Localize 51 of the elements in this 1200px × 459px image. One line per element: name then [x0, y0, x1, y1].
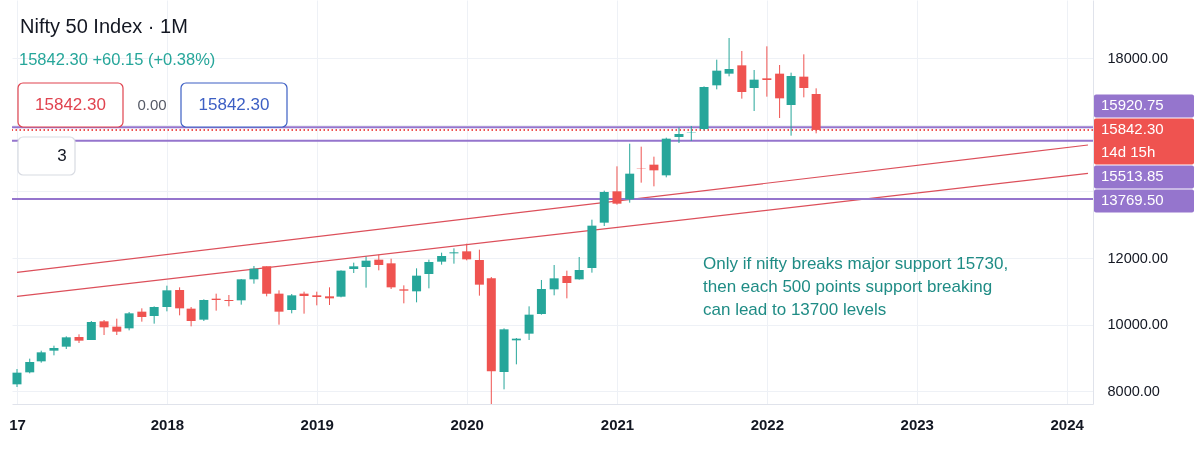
candlestick [524, 305, 534, 341]
candlestick [574, 256, 584, 281]
candlestick [799, 53, 809, 98]
candlestick [712, 59, 722, 90]
y-tick-label: 18000.00 [1107, 49, 1168, 66]
x-tick-label: 2019 [300, 415, 334, 433]
text: Nifty 50 Index · 1M [20, 15, 188, 37]
candlestick [424, 259, 434, 289]
annotation: 15842.30 [35, 95, 106, 114]
y-tick-label: 12000.00 [1107, 249, 1168, 266]
candlestick [612, 165, 622, 206]
candlestick [749, 69, 759, 112]
y-tick-label: 8000.00 [1107, 382, 1160, 399]
ref-line-label: 15513.85 [1101, 167, 1164, 185]
x-tick-label: 2024 [1050, 415, 1085, 433]
y-tick-label: 10000.00 [1107, 316, 1168, 333]
candlestick [724, 37, 734, 77]
ref-line-label: 15920.75 [1101, 96, 1164, 114]
annotation: 3 [57, 146, 67, 165]
candlestick [99, 319, 109, 336]
x-tick-label: 2022 [750, 415, 785, 433]
candlestick [562, 270, 572, 299]
ref-line-label: 15842.30 14d 15h [1101, 120, 1164, 161]
candlestick [449, 247, 459, 265]
candlestick [224, 294, 234, 307]
candlestick [412, 267, 422, 303]
candlestick [361, 256, 371, 289]
annotation: 0.00 [137, 96, 167, 113]
x-tick-label: 2018 [150, 415, 185, 433]
candlestick [199, 298, 209, 322]
x-tick-label: 2023 [900, 415, 934, 433]
x-tick-label: 2021 [600, 415, 635, 433]
x-tick-label: 2020 [450, 415, 484, 433]
candlestick [74, 333, 84, 344]
candlestick [762, 45, 772, 98]
candlestick [386, 258, 396, 290]
text: 15842.30 +60.15 (+0.38%) [19, 50, 216, 68]
candlestick [49, 345, 59, 356]
x-tick-label: 17 [9, 415, 26, 433]
annotation: 15842.30 [198, 95, 270, 114]
candlestick [162, 285, 172, 312]
ref-line-label: 13769.50 [1101, 191, 1164, 209]
candlestick [124, 311, 134, 331]
candlestick [674, 126, 684, 144]
candlestick [236, 278, 246, 306]
candlestick [549, 264, 559, 296]
annotation: Only if nifty breaks major support 15730, then each 500 points support breaking can lead to 13700 levels [703, 254, 1009, 319]
candlestick [186, 306, 196, 327]
candlestick [175, 286, 185, 316]
candlestick [274, 289, 284, 326]
candlestick [287, 293, 297, 314]
